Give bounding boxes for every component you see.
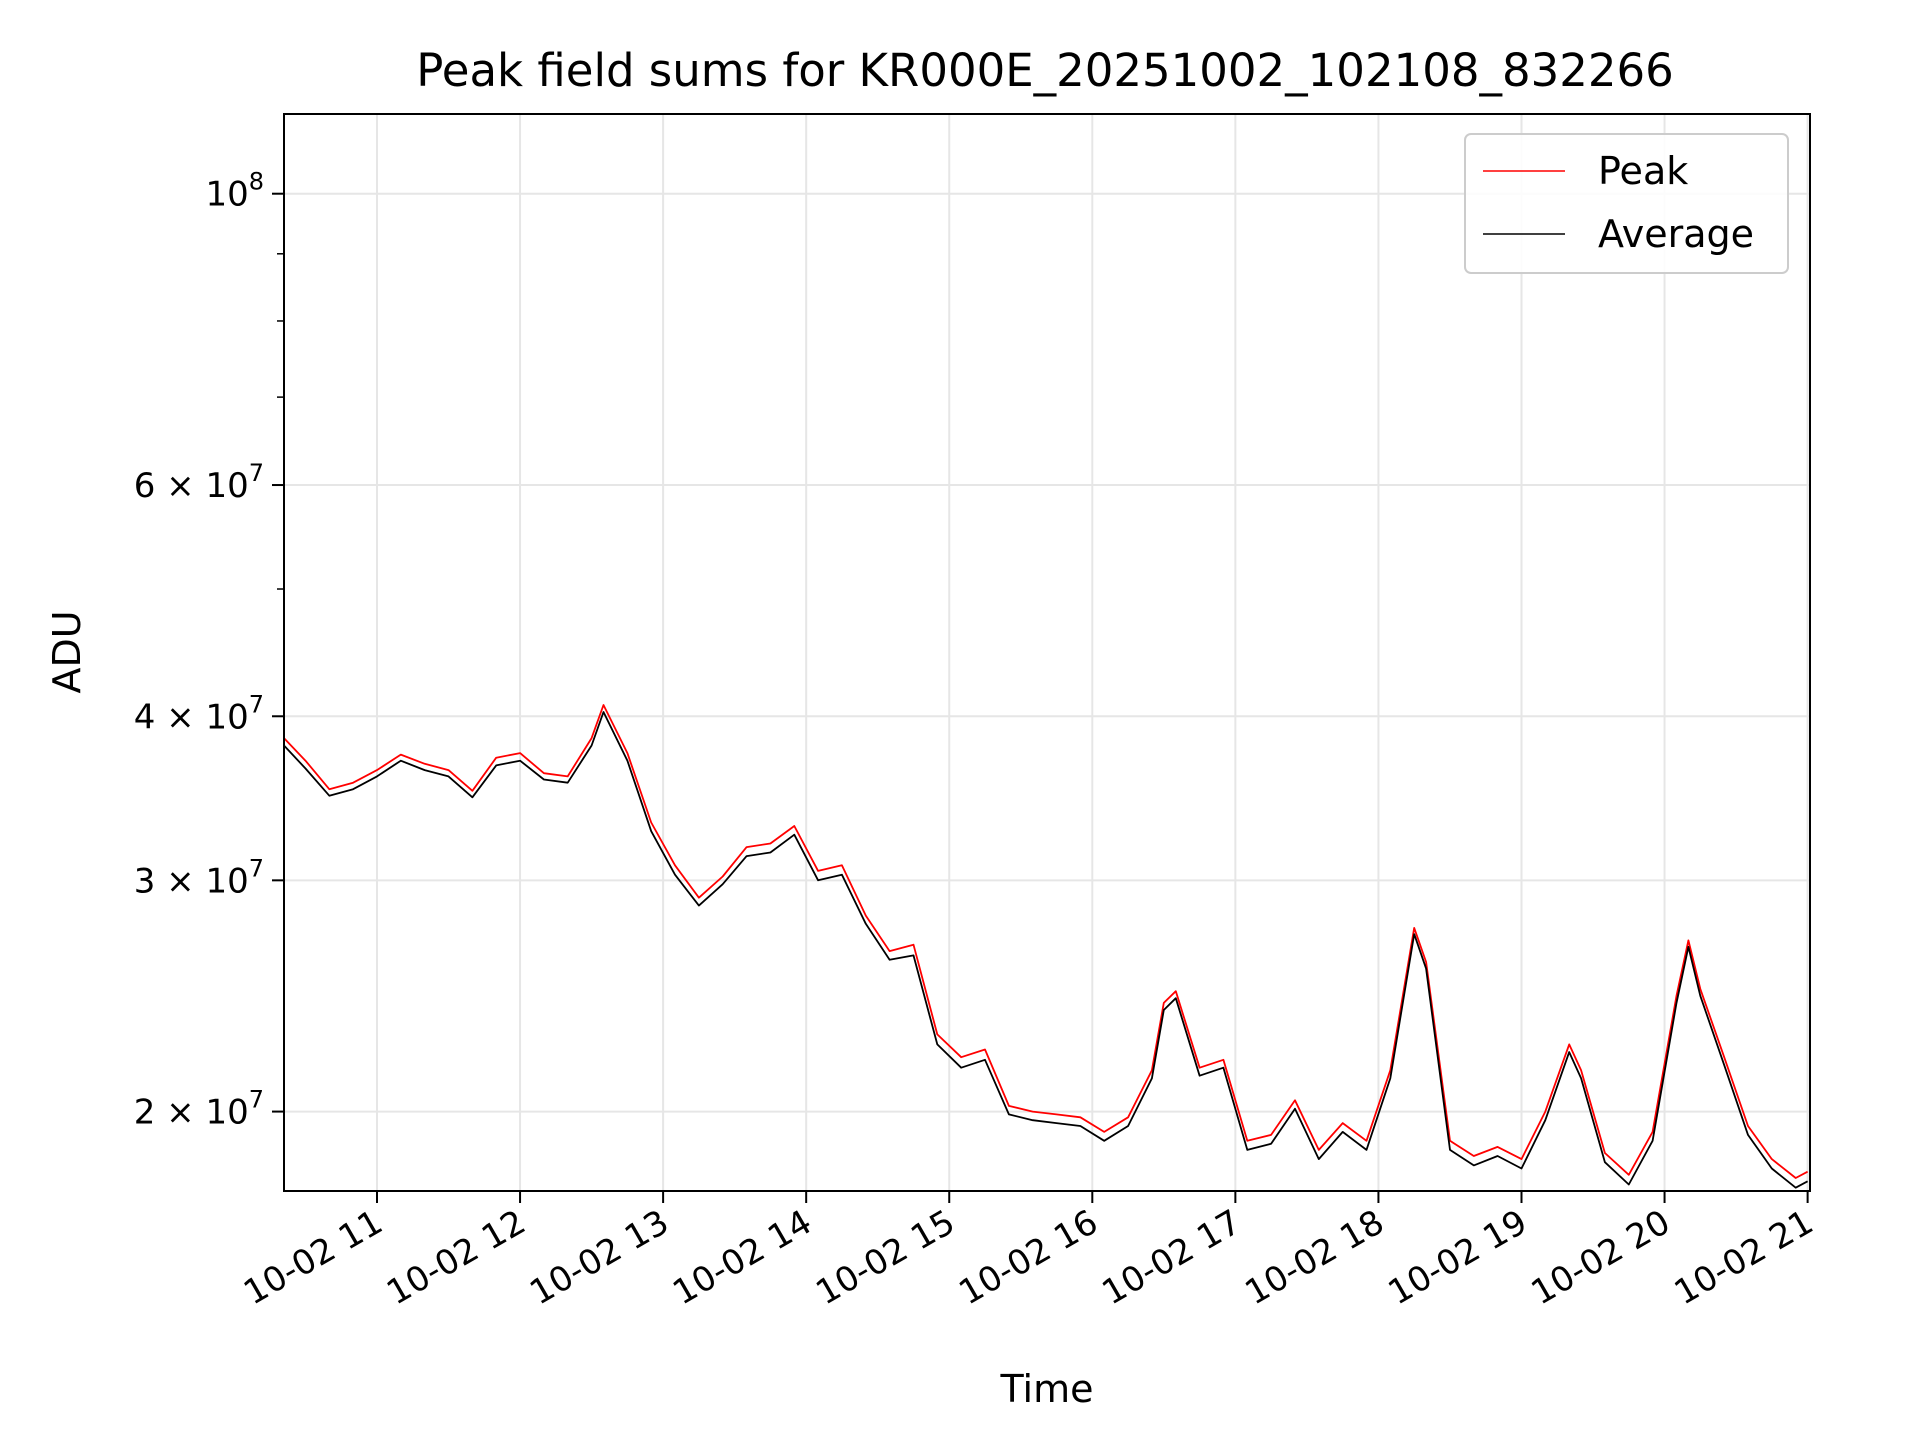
x-tick-label: 10-02 11	[237, 1202, 389, 1313]
legend-label-average: Average	[1598, 212, 1754, 256]
x-tick-label: 10-02 18	[1239, 1202, 1391, 1313]
x-tick-label: 10-02 17	[1095, 1202, 1247, 1313]
series-line-average	[283, 711, 1809, 1189]
x-tick-label: 10-02 14	[666, 1202, 818, 1313]
x-tick-label: 10-02 20	[1525, 1202, 1677, 1313]
x-tick-label: 10-02 15	[809, 1202, 961, 1313]
plot-area-frame	[283, 113, 1811, 1192]
y-axis-label: ADU	[45, 610, 89, 693]
x-tick-label: 10-02 21	[1668, 1202, 1820, 1313]
grid	[284, 114, 1810, 1191]
x-tick-label: 10-02 13	[523, 1202, 675, 1313]
y-tick-label: 3 × 107	[134, 854, 264, 901]
y-tick-label: 2 × 107	[134, 1086, 264, 1133]
y-axis-ticks: 2 × 107 3 × 107 4 × 107 6 × 107 108	[134, 168, 284, 1133]
y-tick-label: 4 × 107	[134, 690, 264, 737]
x-tick-label: 10-02 16	[952, 1202, 1104, 1313]
legend-label-peak: Peak	[1598, 149, 1688, 193]
series-line-peak	[283, 704, 1809, 1179]
chart-title: Peak field sums for KR000E_20251002_1021…	[416, 44, 1674, 97]
legend: Peak Average	[1464, 133, 1789, 274]
x-axis-label: Time	[1000, 1367, 1094, 1411]
series-layer	[283, 704, 1809, 1189]
y-tick-label: 6 × 107	[134, 459, 264, 506]
y-tick-label: 108	[205, 168, 264, 215]
legend-box	[1464, 133, 1789, 274]
x-tick-label: 10-02 12	[380, 1202, 532, 1313]
x-tick-label: 10-02 19	[1382, 1202, 1534, 1313]
